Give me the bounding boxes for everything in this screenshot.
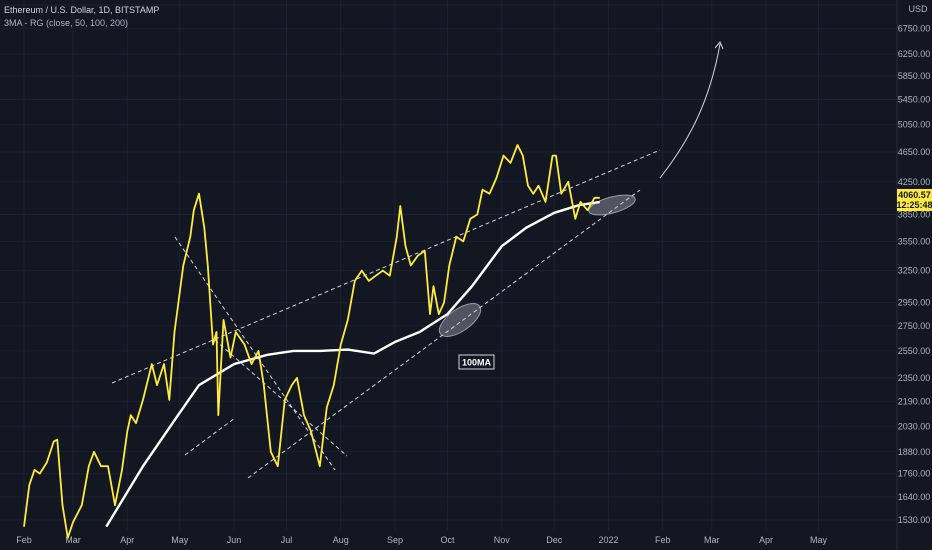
price-tick-label: 2750.00 bbox=[898, 321, 931, 331]
highlight-ellipses bbox=[438, 194, 636, 337]
time-tick-label: Mar bbox=[65, 535, 81, 545]
price-line bbox=[23, 144, 600, 539]
price-tick-label: 3550.00 bbox=[898, 236, 931, 246]
price-axis[interactable]: 6750.00 6250.00 5850.00 5450.00 5050.00 4650.… bbox=[896, 0, 931, 550]
price-tick-label: 4250.00 bbox=[898, 177, 931, 187]
price-tick-label: 6750.00 bbox=[898, 24, 931, 34]
projection-arrow bbox=[659, 41, 724, 179]
time-tick-label: Feb bbox=[655, 535, 671, 545]
trend-line bbox=[174, 236, 336, 471]
time-tick-label: May bbox=[171, 535, 189, 545]
price-tick-label: 5050.00 bbox=[898, 120, 931, 130]
time-axis[interactable]: Feb Mar Apr May Jun Jul Aug Sep Oct Nov Dec 2022 Feb… bbox=[16, 535, 827, 545]
price-tick-label: 3250.00 bbox=[898, 266, 931, 276]
symbol-title: Ethereum / U.S. Dollar, 1D, BITSTAMP bbox=[4, 5, 160, 15]
time-tick-label: Aug bbox=[333, 535, 349, 545]
price-tick-label: 2190.00 bbox=[898, 396, 931, 406]
price-tick-label: 3850.00 bbox=[898, 210, 931, 220]
price-tick-label: 2350.00 bbox=[898, 373, 931, 383]
indicator-legend[interactable]: 3MA - RG (close, 50, 100, 200) bbox=[4, 18, 129, 28]
grid bbox=[0, 0, 897, 530]
time-tick-label: Nov bbox=[494, 535, 511, 545]
trend-lines bbox=[111, 149, 661, 479]
support-highlight bbox=[438, 303, 482, 337]
price-tick-label: 5850.00 bbox=[898, 71, 931, 81]
price-tick-label: 2030.00 bbox=[898, 421, 931, 431]
time-tick-label: Oct bbox=[440, 535, 455, 545]
price-tick-label: 4650.00 bbox=[898, 147, 931, 157]
projection-arrowhead bbox=[714, 41, 724, 50]
price-tick-label: 1640.00 bbox=[898, 492, 931, 502]
ma-100-label: 100MA bbox=[458, 354, 495, 370]
price-tick-label: 1530.00 bbox=[898, 515, 931, 525]
bar-countdown: 12:25:48 bbox=[896, 200, 932, 210]
time-tick-label: Apr bbox=[120, 535, 134, 545]
time-tick-label: May bbox=[810, 535, 828, 545]
time-tick-label: Feb bbox=[16, 535, 32, 545]
time-tick-label: Jul bbox=[281, 535, 293, 545]
trend-line bbox=[214, 339, 348, 457]
currency-label: USD bbox=[908, 4, 928, 14]
price-tick-label: 2950.00 bbox=[898, 298, 931, 308]
time-tick-label: Dec bbox=[546, 535, 563, 545]
time-tick-label: Sep bbox=[387, 535, 403, 545]
last-price-tag: 4060.57 12:25:48 bbox=[896, 189, 932, 211]
ma-100-line bbox=[105, 200, 600, 528]
trend-line bbox=[184, 417, 236, 456]
ma-100-label-text: 100MA bbox=[462, 358, 492, 368]
price-tick-label: 5450.00 bbox=[898, 94, 931, 104]
price-tick-label: 2550.00 bbox=[898, 346, 931, 356]
time-tick-label: Mar bbox=[704, 535, 720, 545]
time-tick-label: 2022 bbox=[598, 535, 618, 545]
price-tick-label: 1880.00 bbox=[898, 447, 931, 457]
trend-line bbox=[111, 149, 661, 384]
time-tick-label: Jun bbox=[227, 535, 242, 545]
support-highlight bbox=[588, 194, 636, 216]
price-tick-label: 1760.00 bbox=[898, 469, 931, 479]
price-tick-label: 6250.00 bbox=[898, 49, 931, 59]
last-price-value: 4060.57 bbox=[898, 190, 931, 200]
projection-curve bbox=[659, 43, 721, 179]
time-tick-label: Apr bbox=[759, 535, 773, 545]
